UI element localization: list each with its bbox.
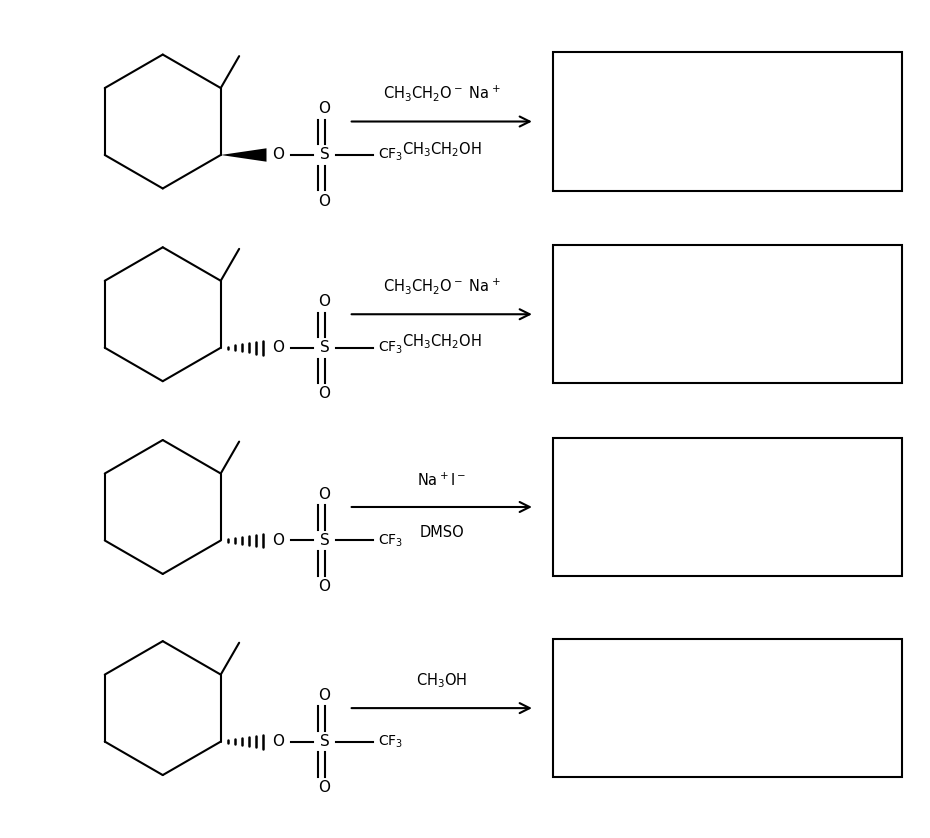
Text: O: O	[319, 101, 330, 116]
Text: O: O	[272, 734, 284, 749]
Text: O: O	[319, 386, 330, 401]
Bar	[553, 639, 902, 778]
Text: DMSO: DMSO	[419, 525, 464, 541]
Text: CH$_3$CH$_2$OH: CH$_3$CH$_2$OH	[402, 333, 482, 351]
Text: S: S	[320, 147, 329, 163]
Text: O: O	[272, 147, 284, 163]
Text: CF$_3$: CF$_3$	[378, 532, 403, 549]
Text: CH$_3$CH$_2$OH: CH$_3$CH$_2$OH	[402, 140, 482, 158]
Text: O: O	[272, 533, 284, 548]
Text: CF$_3$: CF$_3$	[378, 733, 403, 750]
Bar	[553, 245, 902, 384]
Text: S: S	[320, 734, 329, 749]
Text: O: O	[319, 688, 330, 703]
Text: O: O	[272, 340, 284, 355]
Text: S: S	[320, 340, 329, 355]
Bar	[553, 437, 902, 577]
Text: S: S	[320, 533, 329, 548]
Text: O: O	[319, 579, 330, 594]
Text: CH$_3$OH: CH$_3$OH	[416, 671, 468, 690]
Text: CF$_3$: CF$_3$	[378, 339, 403, 356]
Text: O: O	[319, 487, 330, 502]
Text: Na$^+$I$^-$: Na$^+$I$^-$	[418, 471, 466, 489]
Text: CH$_3$CH$_2$O$^-$ Na$^+$: CH$_3$CH$_2$O$^-$ Na$^+$	[383, 276, 500, 296]
Text: O: O	[319, 780, 330, 795]
Text: CH$_3$CH$_2$O$^-$ Na$^+$: CH$_3$CH$_2$O$^-$ Na$^+$	[383, 83, 500, 103]
Polygon shape	[220, 148, 267, 162]
Text: O: O	[319, 294, 330, 309]
Bar	[553, 53, 902, 191]
Text: O: O	[319, 194, 330, 209]
Text: CF$_3$: CF$_3$	[378, 147, 403, 163]
